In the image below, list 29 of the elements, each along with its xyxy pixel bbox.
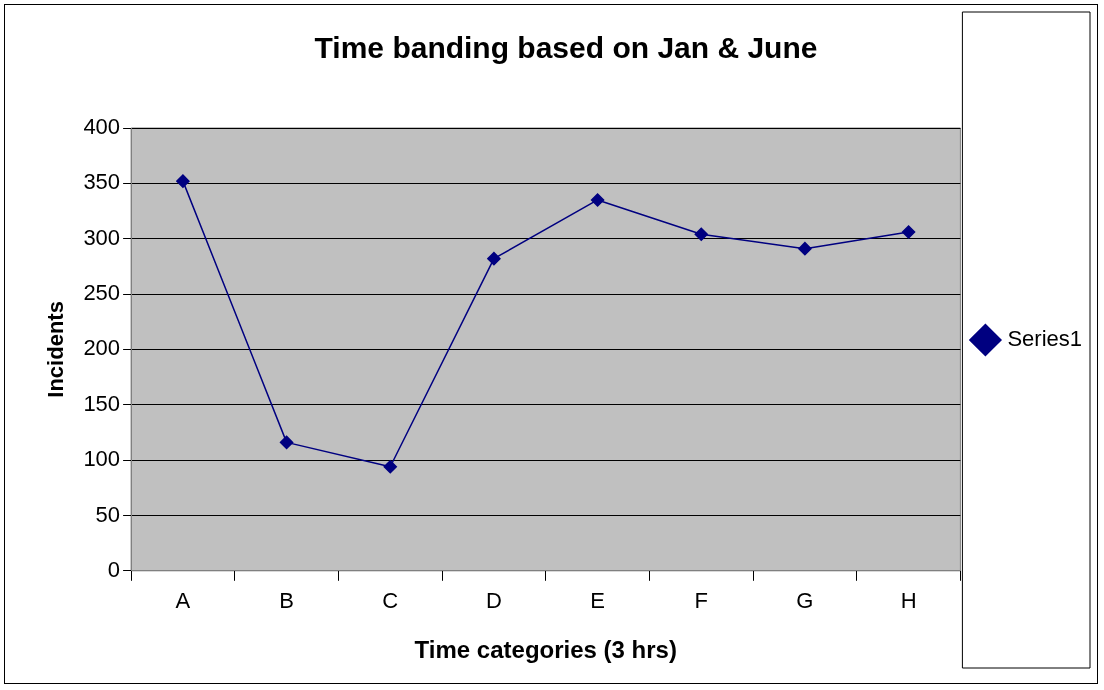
y-tick-label: 200 bbox=[83, 335, 121, 361]
point bbox=[383, 459, 398, 474]
point bbox=[279, 435, 294, 450]
point bbox=[901, 225, 916, 239]
x-tick-label: B bbox=[279, 588, 294, 614]
x-axis-title: Time categories (3 hrs) bbox=[414, 636, 677, 664]
y-axis-title: Incidents bbox=[43, 301, 69, 398]
x-tick-label: G bbox=[796, 588, 814, 614]
y-tick-label: 250 bbox=[83, 280, 121, 306]
x-tick-label: A bbox=[175, 588, 191, 614]
y-tick-label: 100 bbox=[83, 446, 121, 472]
y-tick-label: 150 bbox=[83, 390, 121, 416]
x-tick-label: C bbox=[382, 588, 399, 614]
y-tick-label: 50 bbox=[95, 501, 121, 527]
x-tick-label: D bbox=[485, 588, 502, 614]
point bbox=[487, 251, 501, 266]
x-tick-label: E bbox=[590, 588, 605, 614]
chart-title: Time banding based on Jan & June bbox=[314, 31, 818, 65]
point bbox=[694, 227, 708, 242]
y-tick-label: 0 bbox=[107, 556, 121, 582]
y-tick-label: 400 bbox=[83, 114, 121, 140]
point bbox=[798, 241, 812, 256]
x-tick-label: H bbox=[900, 588, 917, 614]
x-tick-label: F bbox=[694, 588, 708, 614]
point bbox=[590, 193, 605, 207]
point bbox=[176, 174, 190, 188]
y-tick-label: 300 bbox=[83, 224, 121, 250]
legend-label: Series1 bbox=[1007, 326, 1082, 352]
y-tick-label: 350 bbox=[83, 169, 121, 195]
